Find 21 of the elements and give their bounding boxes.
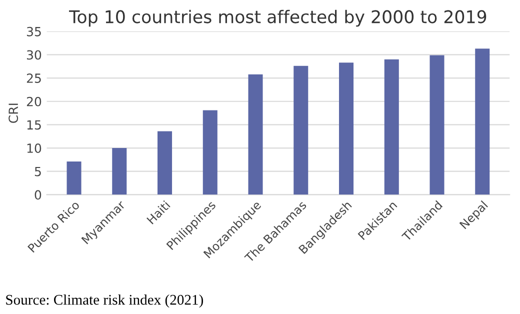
source-note: Source: Climate risk index (2021) xyxy=(6,294,204,308)
y-tick-label: 0 xyxy=(34,190,42,200)
bar xyxy=(475,48,490,195)
bar xyxy=(202,110,218,195)
bar xyxy=(384,59,399,195)
bar xyxy=(66,162,82,195)
y-tick-label: 5 xyxy=(34,166,41,176)
bar xyxy=(158,131,172,195)
y-tick-label: 30 xyxy=(26,50,42,60)
chart-title: Top 10 countries most affected by 2000 to 2019 xyxy=(69,10,486,27)
bar xyxy=(294,66,308,195)
bar xyxy=(430,55,444,195)
y-tick-label: 35 xyxy=(26,26,41,36)
y-tick-label: 15 xyxy=(27,120,41,130)
y-tick-label: 10 xyxy=(27,144,42,153)
bar xyxy=(339,62,354,195)
bar xyxy=(248,74,263,195)
y-axis-title: CRI xyxy=(8,104,18,123)
y-tick-label: 25 xyxy=(26,74,41,83)
y-tick-label: 20 xyxy=(26,96,42,106)
bar xyxy=(112,148,127,195)
